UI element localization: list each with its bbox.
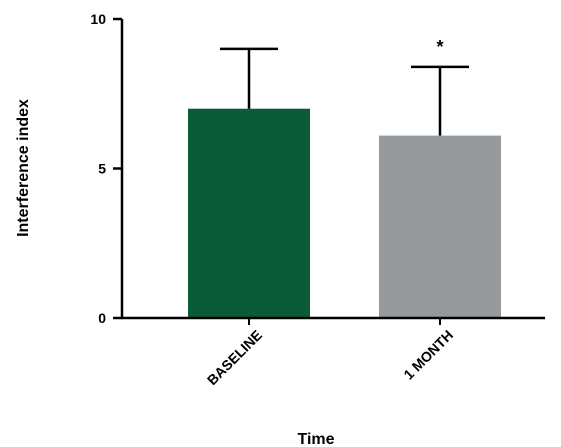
error-bars-group xyxy=(220,47,469,136)
bar-1-month xyxy=(379,135,501,318)
bars-group xyxy=(188,108,501,318)
significance-asterisk: * xyxy=(436,37,443,57)
y-tick-label-5: 5 xyxy=(98,161,106,177)
x-tick-label-baseline: BASELINE xyxy=(204,327,265,388)
x-axis-title: Time xyxy=(297,431,334,447)
y-tick-label-0: 0 xyxy=(98,310,106,326)
bar-baseline xyxy=(188,108,310,318)
y-tick-label-10: 10 xyxy=(90,11,106,27)
x-tick-label-1-month: 1 MONTH xyxy=(400,327,456,383)
annotations-group: * xyxy=(436,37,443,57)
y-axis-title: Interference index xyxy=(15,99,32,237)
x-ticks-group: BASELINE 1 MONTH xyxy=(204,318,456,388)
y-ticks-group: 0 5 10 xyxy=(90,11,122,326)
